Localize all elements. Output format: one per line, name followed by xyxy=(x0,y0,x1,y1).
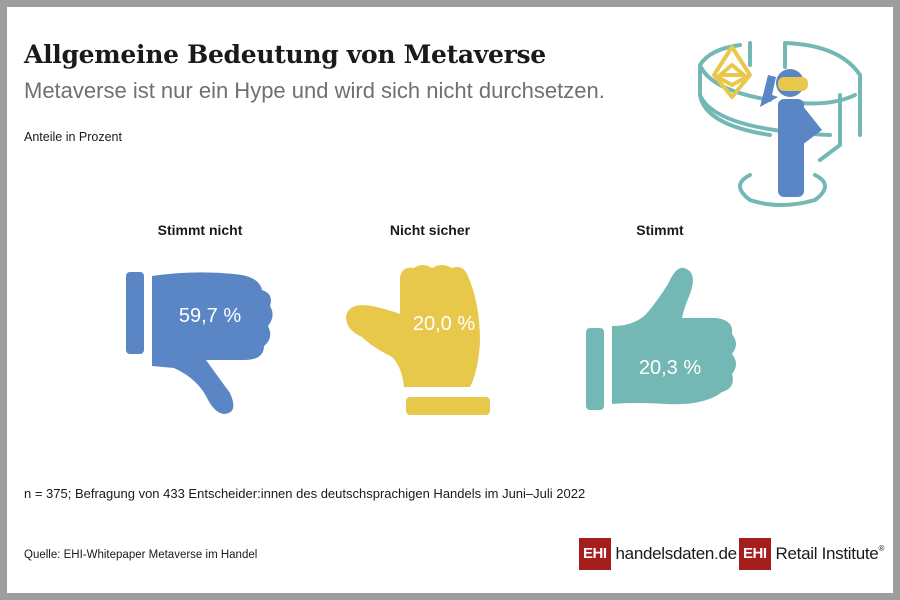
cuff xyxy=(406,397,490,415)
chart-subtitle: Metaverse ist nur ein Hype und wird sich… xyxy=(24,78,605,103)
logo-handelsdaten-text: handelsdaten.de xyxy=(615,544,738,564)
logo-handelsdaten[interactable]: EHI handelsdaten.de xyxy=(579,538,737,570)
hand xyxy=(152,272,273,414)
logo-retail-institute-text: Retail Institute® xyxy=(776,544,885,564)
ring-back-right xyxy=(783,41,862,137)
ehi-logo-box: EHI xyxy=(579,538,611,570)
cuff xyxy=(586,328,604,410)
hand xyxy=(612,267,736,405)
person-hip-arm xyxy=(802,105,822,145)
value-label: 20,0 % xyxy=(412,313,476,335)
vr-headset xyxy=(778,77,808,91)
category-label: Stimmt nicht xyxy=(157,222,243,238)
footnote: n = 375; Befragung von 433 Entscheider:i… xyxy=(24,486,586,501)
logo-text-part: Retail Institute xyxy=(775,544,879,563)
chart-title: Allgemeine Bedeutung von Metaverse xyxy=(24,40,546,69)
logo-text-part: handelsdaten xyxy=(615,544,715,563)
value-label: 59,7 % xyxy=(178,305,242,327)
floor-ring xyxy=(738,173,827,207)
person-body xyxy=(778,99,804,197)
unit-label: Anteile in Prozent xyxy=(24,130,122,144)
logo-dot: . xyxy=(714,544,719,563)
category-label: Nicht sicher xyxy=(389,222,471,238)
hand xyxy=(346,265,480,387)
value-label: 20,3 % xyxy=(638,357,702,379)
logo-ehi-retail-institute[interactable]: EHI Retail Institute® xyxy=(739,538,884,570)
thumb-sideways-icon xyxy=(346,265,490,415)
ehi-logo-box: EHI xyxy=(739,538,771,570)
thumbs-up-icon xyxy=(586,267,736,410)
vr-person-illustration xyxy=(698,41,862,207)
ethereum-diamond xyxy=(712,45,752,99)
category-label: Stimmt xyxy=(636,222,684,238)
person-arm xyxy=(760,75,778,107)
cuff xyxy=(126,272,144,354)
logo-text-part: de xyxy=(718,544,737,563)
source-note: Quelle: EHI-Whitepaper Metaverse im Hand… xyxy=(24,549,258,561)
thumbs-down-icon xyxy=(126,272,273,414)
registered-mark: ® xyxy=(878,544,885,553)
